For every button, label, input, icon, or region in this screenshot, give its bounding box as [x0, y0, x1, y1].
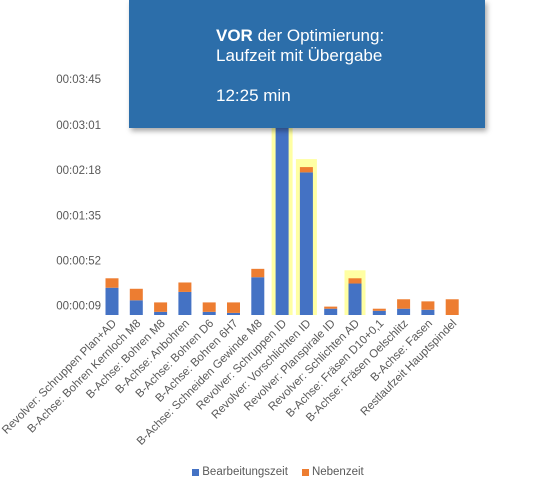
bar-nebenzeit-b-achse-anbohren — [178, 282, 192, 292]
bar-bearbeitungszeit-b-achse-fasen — [421, 309, 435, 315]
legend-swatch-bearbeitungszeit — [192, 468, 200, 476]
bar-nebenzeit-revolver-vorschlichten-id — [299, 167, 313, 173]
bar-nebenzeit-b-achse-schneiden-gewinde-m8 — [251, 268, 265, 278]
bar-bearbeitungszeit-revolver-schlichten-ad — [348, 283, 362, 315]
bar-nebenzeit-revolver-planspirale-id — [324, 306, 338, 309]
legend-label-nebenzeit: Nebenzeit — [311, 466, 364, 478]
y-tick-label: 00:03:45 — [56, 74, 101, 86]
bars-layer — [105, 115, 459, 315]
bar-nebenzeit-revolver-schruppen-plan-ad — [105, 278, 119, 288]
legend: Bearbeitungszeit Nebenzeit — [0, 466, 556, 478]
y-tick-label: 00:02:18 — [56, 165, 101, 177]
bar-nebenzeit-b-achse-bohren-d6 — [202, 302, 216, 312]
bar-nebenzeit-revolver-schlichten-ad — [348, 278, 362, 284]
info-subtitle: Laufzeit mit Übergabe — [216, 46, 383, 65]
bar-nebenzeit-b-achse-fr-sen-oelschlitz — [397, 299, 411, 309]
bar-bearbeitungszeit-b-achse-fr-sen-d10-0-1 — [372, 310, 386, 315]
y-tick-label: 00:00:09 — [56, 301, 101, 313]
bar-bearbeitungszeit-b-achse-schneiden-gewinde-m8 — [251, 277, 265, 315]
bar-nebenzeit-b-achse-bohren-m8 — [154, 302, 168, 312]
bar-bearbeitungszeit-b-achse-fr-sen-oelschlitz — [397, 308, 411, 315]
info-box: VOR der Optimierung: Laufzeit mit Überga… — [129, 0, 485, 128]
legend-label-bearbeitungszeit: Bearbeitungszeit — [202, 466, 288, 478]
legend-item-nebenzeit: Nebenzeit — [301, 466, 364, 478]
bar-bearbeitungszeit-revolver-planspirale-id — [324, 308, 338, 315]
y-tick-label: 00:01:35 — [56, 210, 101, 222]
legend-swatch-nebenzeit — [301, 468, 309, 476]
bar-nebenzeit-b-achse-fr-sen-d10-0-1 — [372, 308, 386, 311]
bar-bearbeitungszeit-b-achse-bohren-kernloch-m8 — [129, 300, 143, 315]
y-tick-label: 00:00:52 — [56, 255, 101, 267]
legend-item-bearbeitungszeit: Bearbeitungszeit — [192, 466, 288, 478]
y-tick-label: 00:03:01 — [56, 120, 101, 132]
bar-nebenzeit-b-achse-bohren-kernloch-m8 — [129, 288, 143, 301]
bar-bearbeitungszeit-b-achse-bohren-d6 — [202, 311, 216, 315]
bar-nebenzeit-restlaufzeit-hauptspindel — [445, 299, 459, 315]
x-axis-labels: Revolver: Schruppen Plan+ADB-Achse: Bohr… — [0, 317, 459, 447]
bar-bearbeitungszeit-b-achse-anbohren — [178, 291, 192, 315]
info-title-rest: der Optimierung: — [252, 26, 385, 45]
bar-bearbeitungszeit-b-achse-bohren-m8 — [154, 311, 168, 315]
bar-bearbeitungszeit-revolver-vorschlichten-id — [299, 172, 313, 315]
info-bold-prefix: VOR — [216, 26, 253, 45]
y-axis-ticks: 00:00:09 00:00:52 00:01:35 00:02:18 00:03:01… — [56, 74, 101, 313]
bar-nebenzeit-b-achse-fasen — [421, 301, 435, 310]
bar-nebenzeit-b-achse-bohren-6h7 — [227, 302, 240, 313]
bar-bearbeitungszeit-b-achse-bohren-6h7 — [227, 312, 240, 315]
bar-bearbeitungszeit-revolver-schruppen-plan-ad — [105, 287, 119, 315]
info-total-time: 12:25 min — [216, 86, 291, 105]
bar-bearbeitungszeit-revolver-schruppen-id — [275, 124, 289, 315]
info-title-line: VOR der Optimierung: — [216, 26, 384, 46]
